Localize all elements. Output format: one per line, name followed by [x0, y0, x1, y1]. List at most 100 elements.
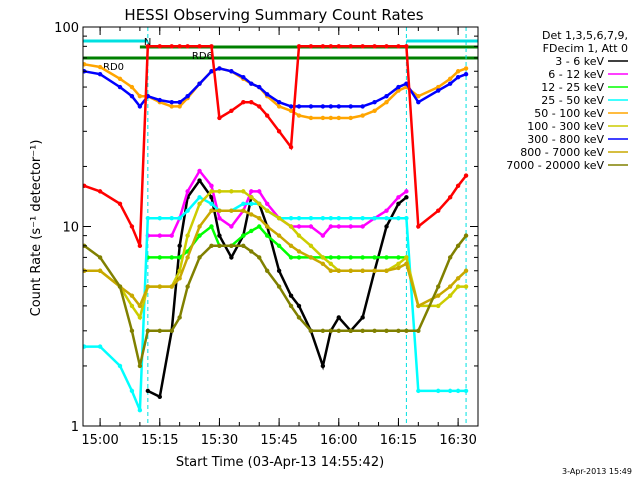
- series-point: [209, 201, 214, 206]
- series-point: [229, 224, 234, 229]
- series-point: [416, 99, 421, 105]
- series-point: [97, 64, 103, 70]
- series-point: [360, 104, 365, 109]
- series-point: [145, 284, 151, 289]
- series-point: [296, 303, 302, 309]
- series-point: [463, 268, 469, 273]
- series-point: [288, 243, 294, 249]
- series-point: [276, 129, 282, 134]
- series-point: [129, 84, 135, 90]
- timestamp: 3-Apr-2013 15:49: [562, 467, 632, 476]
- series-point: [217, 208, 222, 213]
- series-point: [308, 328, 314, 334]
- series-point: [360, 224, 365, 229]
- series-point: [384, 208, 389, 213]
- series-point: [396, 201, 401, 206]
- x-tick-label: 16:15: [380, 433, 417, 448]
- series-point: [197, 224, 202, 229]
- series-point: [197, 195, 202, 200]
- series-point: [83, 62, 87, 67]
- series-point: [336, 115, 341, 121]
- series-point: [185, 255, 190, 260]
- series-point: [276, 284, 282, 289]
- series-point: [328, 44, 334, 49]
- legend-label: 25 - 50 keV: [541, 94, 604, 107]
- series-point: [197, 44, 202, 49]
- series-point: [241, 208, 246, 213]
- series-point: [463, 66, 469, 71]
- series-point: [360, 328, 365, 334]
- series-point: [320, 115, 326, 121]
- series-point: [288, 303, 294, 309]
- series-point: [416, 303, 421, 309]
- series-point: [447, 255, 453, 260]
- series-point: [137, 315, 143, 320]
- series-point: [436, 293, 441, 298]
- series-point: [463, 233, 469, 238]
- series-point: [296, 233, 302, 238]
- series-point: [308, 224, 314, 229]
- series-point: [169, 284, 174, 289]
- series-point: [276, 233, 282, 238]
- series-point: [117, 363, 123, 369]
- series-point: [384, 93, 389, 99]
- series-point: [97, 189, 103, 194]
- series-point: [241, 75, 246, 80]
- series-point: [209, 195, 214, 200]
- series-point: [360, 44, 365, 49]
- series-point: [217, 66, 222, 71]
- series-point: [157, 328, 162, 334]
- series-point: [308, 44, 314, 49]
- series-point: [320, 363, 326, 369]
- series-point: [145, 216, 151, 221]
- series-point: [217, 115, 222, 121]
- series-point: [328, 115, 334, 121]
- series-point: [360, 216, 365, 221]
- series-point: [185, 208, 190, 213]
- series-point: [436, 84, 441, 90]
- legend-label: 7000 - 20000 keV: [506, 159, 604, 172]
- series-point: [276, 243, 282, 249]
- series-point: [396, 195, 401, 200]
- series-point: [336, 328, 341, 334]
- series-point: [145, 44, 151, 49]
- series-point: [197, 178, 202, 183]
- series-point: [157, 216, 162, 221]
- x-tick-label: 16:00: [320, 433, 357, 448]
- series-point: [249, 212, 254, 217]
- series-point: [241, 201, 246, 206]
- series-point: [249, 189, 254, 194]
- series-point: [129, 328, 135, 334]
- series-point: [145, 328, 151, 334]
- series-point: [177, 243, 182, 249]
- series-point: [320, 328, 326, 334]
- series-lines: [83, 44, 469, 413]
- series-point: [404, 81, 409, 86]
- series-point: [455, 388, 461, 394]
- series-point: [288, 293, 294, 298]
- series-point: [404, 189, 409, 194]
- legend-label: 100 - 300 keV: [527, 120, 604, 133]
- series-point: [336, 315, 341, 320]
- series-point: [296, 249, 302, 254]
- series-point: [447, 81, 453, 86]
- series-point: [217, 216, 222, 221]
- series-point: [241, 189, 246, 194]
- series-point: [229, 208, 234, 213]
- series-point: [177, 216, 182, 221]
- series-point: [348, 216, 353, 221]
- series-point: [436, 303, 441, 309]
- series-point: [436, 284, 441, 289]
- series-point: [396, 216, 401, 221]
- series-point: [229, 243, 234, 249]
- series-point: [308, 115, 314, 121]
- series-point: [372, 108, 377, 114]
- x-tick-label: 15:00: [81, 433, 118, 448]
- series-point: [463, 284, 469, 289]
- series-point: [384, 255, 389, 260]
- series-point: [117, 76, 123, 81]
- series-point: [257, 104, 262, 109]
- series-point: [257, 189, 262, 194]
- series-point: [241, 233, 246, 238]
